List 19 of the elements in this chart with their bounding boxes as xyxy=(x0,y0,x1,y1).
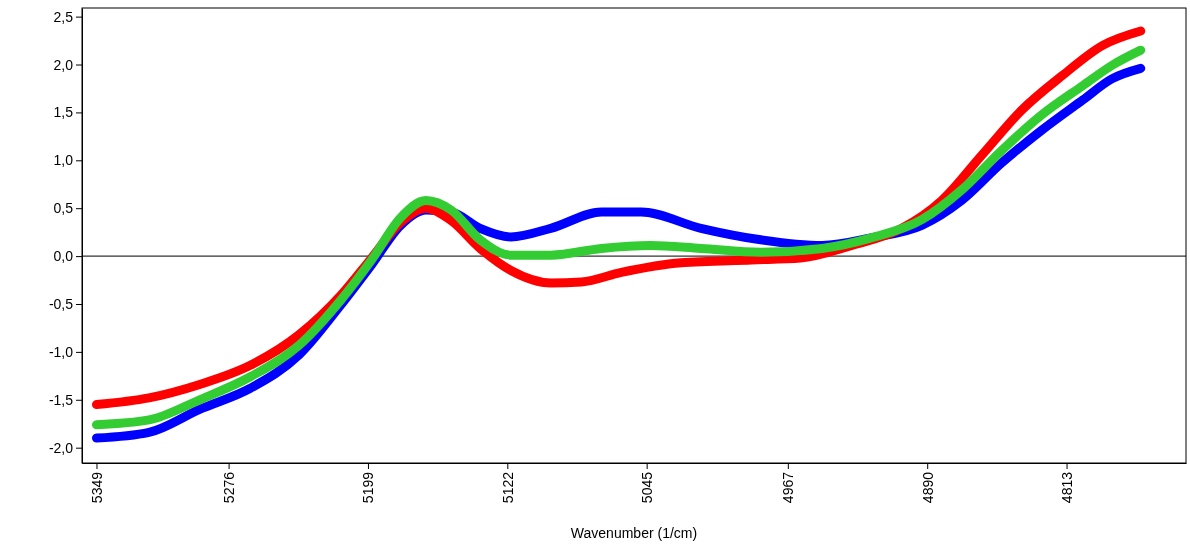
x-tick-label: 4967 xyxy=(780,471,797,504)
y-tick-label: 2,5 xyxy=(53,8,74,25)
x-tick-label: 5122 xyxy=(499,471,516,504)
y-tick-label: 1,5 xyxy=(53,104,74,121)
y-tick-label: 1,0 xyxy=(53,152,74,169)
x-axis-title: Wavenumber (1/cm) xyxy=(570,525,698,541)
x-tick-label: 5199 xyxy=(360,471,377,504)
y-tick-label: -1,5 xyxy=(48,391,74,408)
y-tick-label: 0,0 xyxy=(53,248,74,265)
x-tick-label: 5349 xyxy=(88,471,105,504)
y-tick-label: 0,5 xyxy=(53,200,74,217)
x-tick-label: 5276 xyxy=(221,471,237,504)
x-tick-label: 4813 xyxy=(1058,471,1075,504)
x-tick-label: 5045 xyxy=(639,471,656,504)
y-tick-label: -2,0 xyxy=(48,439,74,456)
y-tick-label: -0,5 xyxy=(48,295,74,312)
x-tick-label: 4890 xyxy=(919,471,936,504)
y-tick-label: -1,0 xyxy=(48,343,74,360)
y-tick-label: 2,0 xyxy=(53,56,74,73)
